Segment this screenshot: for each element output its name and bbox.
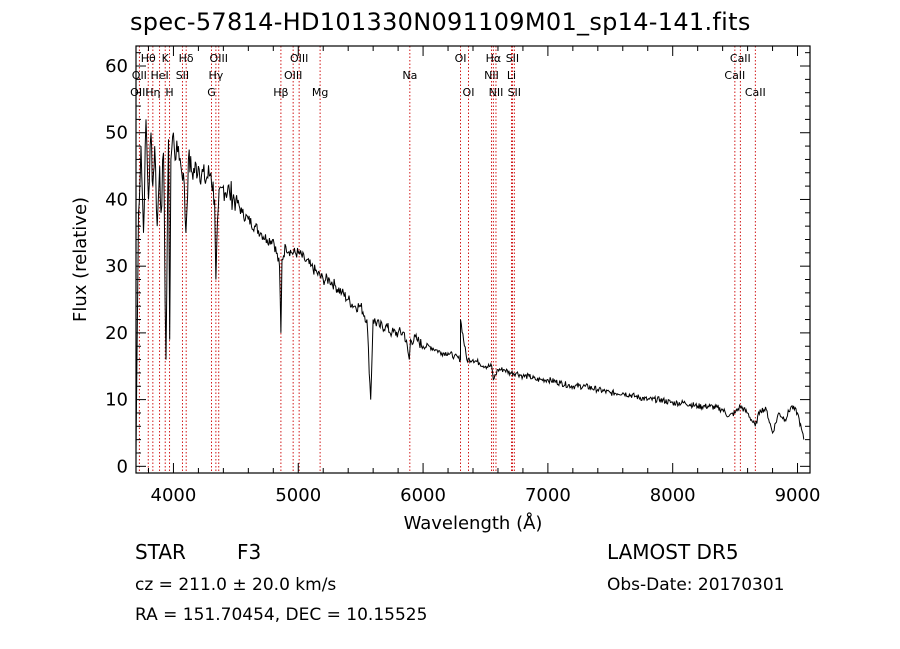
chart-title: spec-57814-HD101330N091109M01_sp14-141.f… bbox=[130, 8, 751, 36]
x-axis-ticks: 4000 5000 6000 7000 8000 9000 bbox=[147, 46, 821, 506]
redshift-velocity: cz = 211.0 ± 20.0 km/s bbox=[135, 575, 337, 595]
line-label: Hγ bbox=[208, 69, 223, 82]
spectrum-line bbox=[135, 119, 805, 454]
line-label: G bbox=[207, 86, 216, 99]
line-label: OII bbox=[132, 69, 147, 82]
y-axis-label: Flux (relative) bbox=[70, 197, 91, 322]
line-label: CaII bbox=[745, 86, 766, 99]
x-axis-label: Wavelength (Å) bbox=[404, 512, 543, 534]
line-label: CaII bbox=[724, 69, 745, 82]
line-label: NII bbox=[489, 86, 504, 99]
object-subclass: F3 bbox=[237, 540, 262, 564]
x-tick-label: 7000 bbox=[525, 485, 571, 506]
survey-name: LAMOST DR5 bbox=[607, 540, 739, 564]
line-label: Hβ bbox=[273, 86, 288, 99]
emission-line-markers bbox=[138, 46, 756, 473]
x-tick-label: 5000 bbox=[275, 485, 321, 506]
object-class: STAR bbox=[135, 540, 186, 564]
y-axis-ticks: 0 10 20 30 40 50 60 bbox=[105, 52, 810, 477]
plot-frame bbox=[135, 45, 811, 474]
line-label: Hθ bbox=[141, 52, 156, 65]
line-label: Hη bbox=[145, 86, 160, 99]
line-label: SII bbox=[176, 69, 189, 82]
x-tick-label: 6000 bbox=[400, 485, 446, 506]
x-tick-label: 8000 bbox=[650, 485, 696, 506]
y-tick-label: 0 bbox=[117, 456, 128, 477]
line-label: CaII bbox=[730, 52, 751, 65]
observation-date: Obs-Date: 20170301 bbox=[607, 575, 785, 595]
line-label: HeI bbox=[150, 69, 168, 82]
y-tick-label: 10 bbox=[105, 390, 128, 411]
line-label: Na bbox=[402, 69, 417, 82]
x-tick-label: 4000 bbox=[151, 485, 197, 506]
y-tick-label: 30 bbox=[105, 256, 128, 277]
line-label: SII bbox=[508, 86, 521, 99]
line-label: OIII bbox=[284, 69, 302, 82]
coordinates: RA = 151.70454, DEC = 10.15525 bbox=[135, 605, 428, 625]
line-label: K bbox=[162, 52, 170, 65]
line-label: Hα bbox=[486, 52, 502, 65]
line-label: OIII bbox=[290, 52, 308, 65]
y-tick-label: 60 bbox=[105, 56, 128, 77]
line-label: NII bbox=[484, 69, 499, 82]
y-tick-label: 50 bbox=[105, 123, 128, 144]
line-label: Li bbox=[507, 69, 516, 82]
x-tick-label: 9000 bbox=[775, 485, 821, 506]
line-label: H bbox=[165, 86, 173, 99]
y-tick-label: 20 bbox=[105, 323, 128, 344]
line-label: SII bbox=[506, 52, 519, 65]
line-label: OIII bbox=[210, 52, 228, 65]
line-label: Hδ bbox=[179, 52, 194, 65]
line-label: OI bbox=[463, 86, 475, 99]
line-label: OI bbox=[455, 52, 467, 65]
line-label: Mg bbox=[312, 86, 328, 99]
y-tick-label: 40 bbox=[105, 189, 128, 210]
